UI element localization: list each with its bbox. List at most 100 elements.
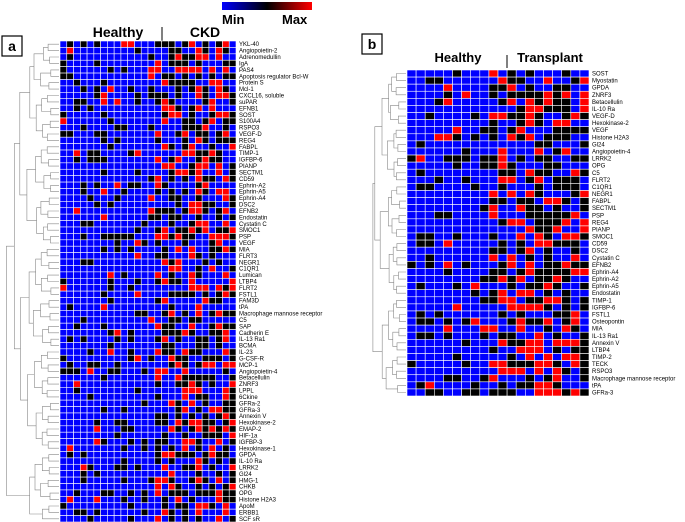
heatmap-cell	[107, 239, 115, 247]
heatmap-cell	[488, 98, 499, 106]
heatmap-cell	[188, 444, 196, 452]
heatmap-cell	[73, 431, 81, 439]
heatmap-cell	[208, 483, 216, 491]
dendrogram-branch	[391, 218, 399, 234]
legend-gradient-bar	[222, 2, 312, 10]
heatmap-cell	[543, 211, 553, 220]
heatmap-cell	[534, 105, 544, 113]
heatmap-cell	[80, 406, 88, 414]
heatmap-cell	[80, 143, 88, 151]
heatmap-cell	[222, 53, 230, 61]
heatmap-cell	[497, 331, 508, 340]
heatmap-cell	[181, 457, 189, 465]
heatmap-cell	[107, 290, 115, 298]
heatmap-cell	[201, 515, 210, 522]
heatmap-cell	[452, 168, 462, 177]
heatmap-cell	[201, 59, 210, 67]
heatmap-cell	[86, 431, 95, 439]
heatmap-cell	[107, 502, 115, 510]
heatmap-cell	[168, 444, 176, 452]
heatmap-cell	[208, 290, 216, 298]
heatmap-cell	[59, 444, 68, 452]
heatmap-cell	[140, 188, 149, 196]
heatmap-cell	[461, 176, 472, 184]
heatmap-cell	[479, 90, 490, 99]
heatmap-cell	[552, 190, 562, 198]
heatmap-cell	[174, 201, 183, 209]
heatmap-cell	[86, 245, 95, 253]
heatmap-cell	[443, 197, 453, 205]
row-label: Macrophage mannose receptor	[239, 312, 322, 318]
heatmap-cell	[222, 226, 230, 234]
heatmap-cell	[406, 346, 417, 354]
heatmap-cell	[86, 181, 95, 189]
heatmap-cell	[433, 360, 444, 368]
heatmap-cell	[100, 117, 108, 125]
heatmap-cell	[452, 190, 462, 198]
heatmap-cell	[515, 289, 526, 298]
dendrogram-branch	[49, 120, 59, 128]
heatmap-cell	[59, 111, 68, 119]
heatmap-cell	[174, 508, 183, 516]
heatmap-cell	[140, 310, 149, 318]
heatmap-cell	[100, 181, 108, 189]
heatmap-cell	[470, 225, 481, 234]
heatmap-cell	[86, 316, 95, 324]
heatmap-cell	[208, 149, 216, 157]
heatmap-cell	[188, 162, 196, 170]
heatmap-cell	[579, 98, 590, 106]
dendrogram-branch	[393, 275, 399, 290]
heatmap-cell	[168, 226, 176, 234]
heatmap-cell	[195, 361, 203, 369]
row-label: GFRa-3	[239, 408, 261, 414]
dendrogram-branch	[398, 215, 406, 223]
heatmap-cell	[120, 451, 128, 459]
dendrogram-branch	[397, 385, 406, 393]
heatmap-cell	[134, 399, 142, 407]
heatmap-cell	[195, 98, 203, 106]
heatmap-cell	[174, 98, 183, 106]
heatmap-cell	[222, 419, 230, 427]
heatmap-cell	[127, 53, 135, 61]
dendrogram-branch	[48, 454, 59, 462]
heatmap-cell	[147, 162, 156, 170]
heatmap-cell	[488, 105, 499, 113]
panel-b-heatmap-cells	[406, 69, 590, 397]
heatmap-cell	[488, 76, 499, 85]
heatmap-cell	[168, 374, 176, 382]
heatmap-cell	[140, 290, 149, 298]
heatmap-cell	[59, 239, 68, 247]
heatmap-cell	[452, 381, 462, 390]
heatmap-cell	[127, 156, 135, 164]
heatmap-cell	[479, 168, 490, 177]
heatmap-cell	[93, 53, 101, 61]
heatmap-cell	[59, 124, 68, 132]
heatmap-cell	[452, 346, 462, 354]
heatmap-cell	[208, 162, 216, 170]
heatmap-cell	[195, 348, 203, 356]
dendrogram-branch	[48, 467, 59, 475]
heatmap-cell	[161, 79, 169, 87]
heatmap-cell	[579, 388, 590, 397]
heatmap-cell	[100, 374, 108, 382]
heatmap-cell	[506, 154, 517, 163]
heatmap-cell	[215, 207, 223, 215]
heatmap-cell	[561, 168, 572, 177]
row-label: Ephrin-A2	[239, 183, 266, 189]
heatmap-cell	[424, 246, 435, 255]
heatmap-cell	[208, 374, 216, 382]
heatmap-cell	[215, 79, 223, 87]
heatmap-cell	[415, 353, 426, 361]
heatmap-cell	[228, 374, 237, 382]
heatmap-cell	[443, 140, 453, 149]
heatmap-cell	[59, 310, 68, 318]
heatmap-cell	[497, 204, 508, 213]
heatmap-cell	[86, 399, 95, 407]
row-label: YKL-40	[239, 42, 260, 48]
heatmap-cell	[120, 188, 128, 196]
heatmap-cell	[59, 66, 68, 74]
heatmap-cell	[215, 226, 223, 234]
heatmap-cell	[134, 162, 142, 170]
heatmap-cell	[140, 98, 149, 106]
heatmap-cell	[570, 126, 581, 135]
